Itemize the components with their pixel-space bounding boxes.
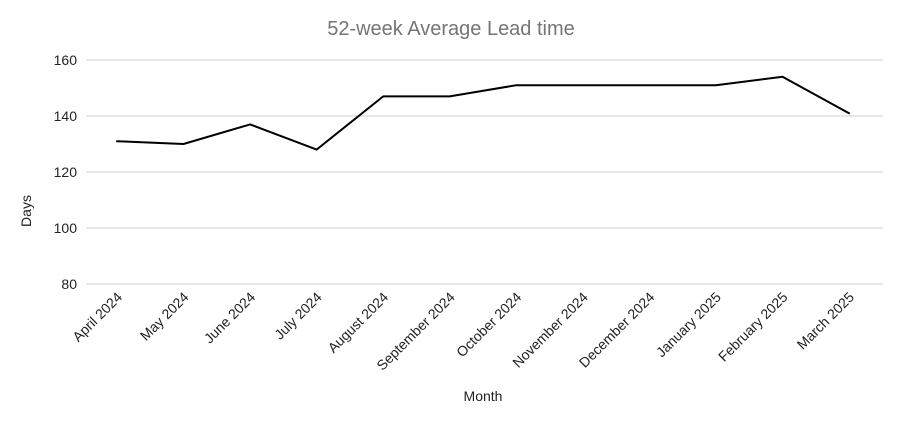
series-line-0: [116, 75, 850, 151]
y-axis-ticks: 80 100 120 140 160: [54, 52, 78, 292]
series-layer: [116, 75, 850, 151]
chart-title: 52-week Average Lead time: [327, 18, 575, 40]
x-tick-label: August 2024: [324, 289, 391, 356]
x-tick-label: June 2024: [201, 289, 259, 347]
x-tick-label: March 2025: [794, 289, 858, 353]
y-tick-label: 140: [54, 108, 78, 124]
y-tick-label: 160: [54, 52, 78, 68]
gridlines: [86, 59, 883, 285]
x-axis-label: Month: [464, 388, 503, 404]
y-tick-label: 80: [61, 276, 77, 292]
x-tick-label: April 2024: [69, 289, 125, 345]
x-axis-ticks: April 2024 May 2024 June 2024 July 2024 Augu…: [69, 289, 857, 374]
x-tick-label: October 2024: [453, 289, 524, 360]
x-tick-label: February 2025: [715, 289, 791, 365]
x-tick-label: July 2024: [271, 289, 325, 343]
x-tick-label: January 2025: [653, 289, 724, 360]
y-tick-label: 120: [54, 164, 78, 180]
y-axis-label: Days: [18, 195, 34, 227]
y-tick-label: 100: [54, 220, 78, 236]
x-tick-label: May 2024: [137, 289, 192, 344]
